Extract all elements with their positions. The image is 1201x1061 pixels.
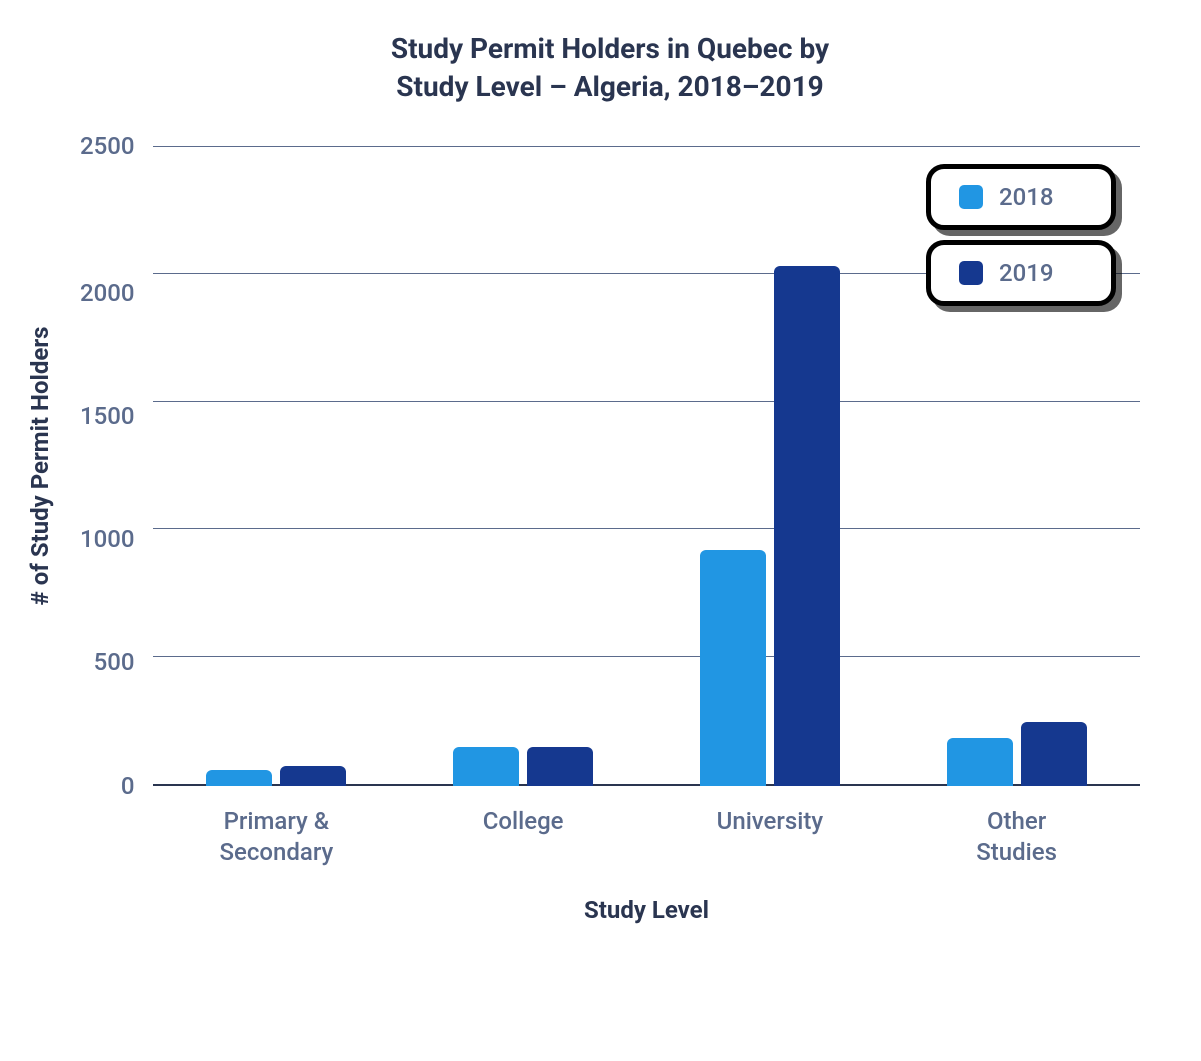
bar-group	[947, 722, 1087, 786]
bar	[1021, 722, 1087, 786]
chart-title-line2: Study Level – Algeria, 2018–2019	[396, 70, 823, 103]
bar-group	[453, 747, 593, 785]
plot-area: 2018 2019	[153, 146, 1140, 786]
bar	[774, 266, 840, 786]
y-tick-label: 500	[94, 650, 135, 674]
y-tick-label: 1000	[80, 527, 135, 551]
bar	[527, 747, 593, 785]
legend: 2018 2019	[926, 164, 1116, 316]
legend-label: 2018	[999, 183, 1054, 211]
bar	[700, 550, 766, 786]
bar	[206, 770, 272, 785]
y-tick-label: 2000	[80, 281, 135, 305]
x-tick-label: Primary & Secondary	[153, 806, 400, 868]
y-axis-label: # of Study Permit Holders	[26, 326, 54, 605]
legend-swatch	[959, 185, 983, 209]
y-tick-label: 0	[121, 774, 135, 798]
y-tick-label: 2500	[80, 134, 135, 158]
y-tick-label: 1500	[80, 404, 135, 428]
bar	[453, 747, 519, 785]
bar-group	[700, 266, 840, 786]
plot-wrap: # of Study Permit Holders 25002000150010…	[80, 146, 1140, 786]
x-tick-label: College	[400, 806, 647, 868]
legend-swatch	[959, 261, 983, 285]
chart-title-line1: Study Permit Holders in Quebec by	[391, 32, 829, 65]
legend-label: 2019	[999, 259, 1054, 287]
chart-title: Study Permit Holders in Quebec by Study …	[80, 30, 1140, 106]
x-axis-ticks: Primary & SecondaryCollegeUniversityOthe…	[153, 806, 1140, 868]
y-axis-ticks: 25002000150010005000	[80, 146, 153, 786]
bar	[280, 766, 346, 785]
x-axis-label: Study Level	[153, 896, 1140, 924]
x-tick-label: University	[647, 806, 894, 868]
x-tick-label: Other Studies	[893, 806, 1140, 868]
chart-container: Study Permit Holders in Quebec by Study …	[80, 30, 1140, 924]
legend-item: 2019	[926, 240, 1116, 306]
legend-item: 2018	[926, 164, 1116, 230]
bar	[947, 738, 1013, 785]
bar-group	[206, 766, 346, 785]
